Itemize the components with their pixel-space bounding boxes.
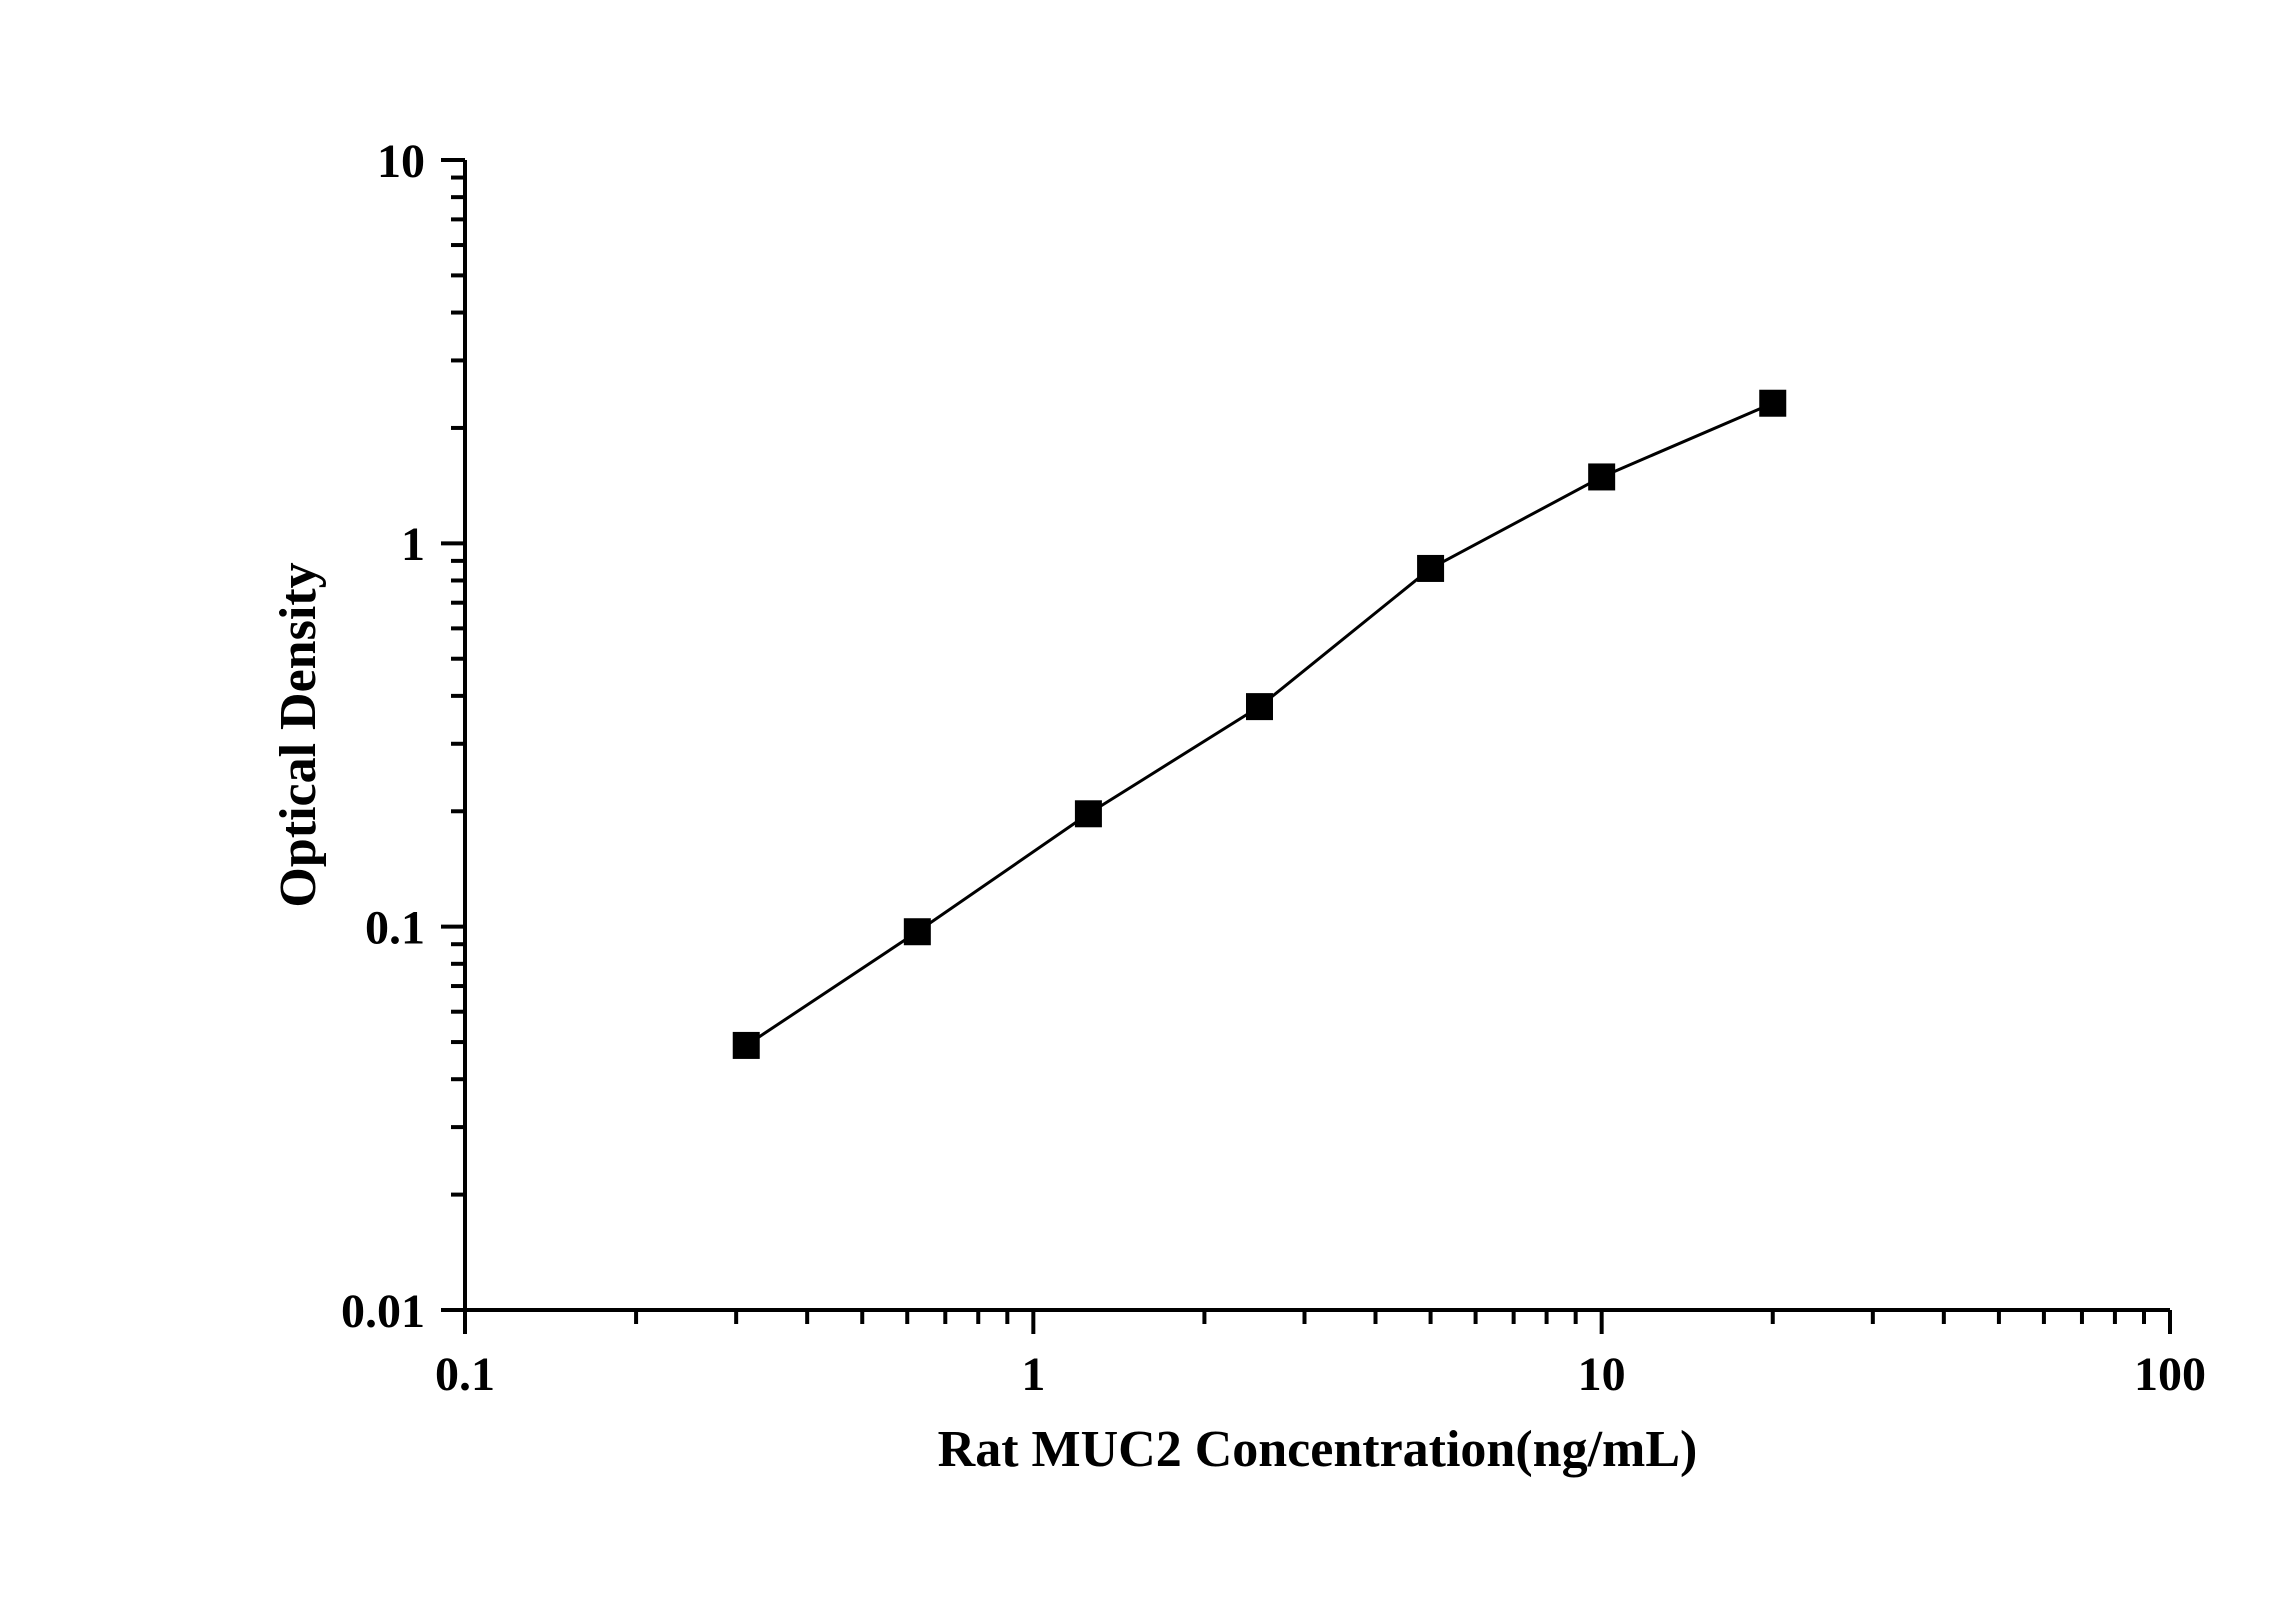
standard-curve-chart: 0.11101000.010.1110Rat MUC2 Concentratio… <box>0 0 2296 1604</box>
data-marker <box>904 919 930 945</box>
y-axis-label: Optical Density <box>270 562 327 907</box>
data-marker <box>733 1032 759 1058</box>
y-tick-label: 10 <box>377 135 425 188</box>
x-tick-label: 100 <box>2134 1348 2206 1401</box>
x-tick-label: 1 <box>1021 1348 1045 1401</box>
x-axis-label: Rat MUC2 Concentration(ng/mL) <box>938 1421 1698 1478</box>
x-tick-label: 0.1 <box>435 1348 495 1401</box>
data-marker <box>1418 555 1444 581</box>
chart-background <box>0 0 2296 1604</box>
y-tick-label: 0.1 <box>365 901 425 954</box>
data-marker <box>1589 464 1615 490</box>
x-tick-label: 10 <box>1578 1348 1626 1401</box>
y-tick-label: 1 <box>401 518 425 571</box>
data-marker <box>1075 801 1101 827</box>
y-tick-label: 0.01 <box>341 1285 425 1338</box>
chart-container: 0.11101000.010.1110Rat MUC2 Concentratio… <box>0 0 2296 1604</box>
data-marker <box>1760 390 1786 416</box>
data-marker <box>1246 694 1272 720</box>
